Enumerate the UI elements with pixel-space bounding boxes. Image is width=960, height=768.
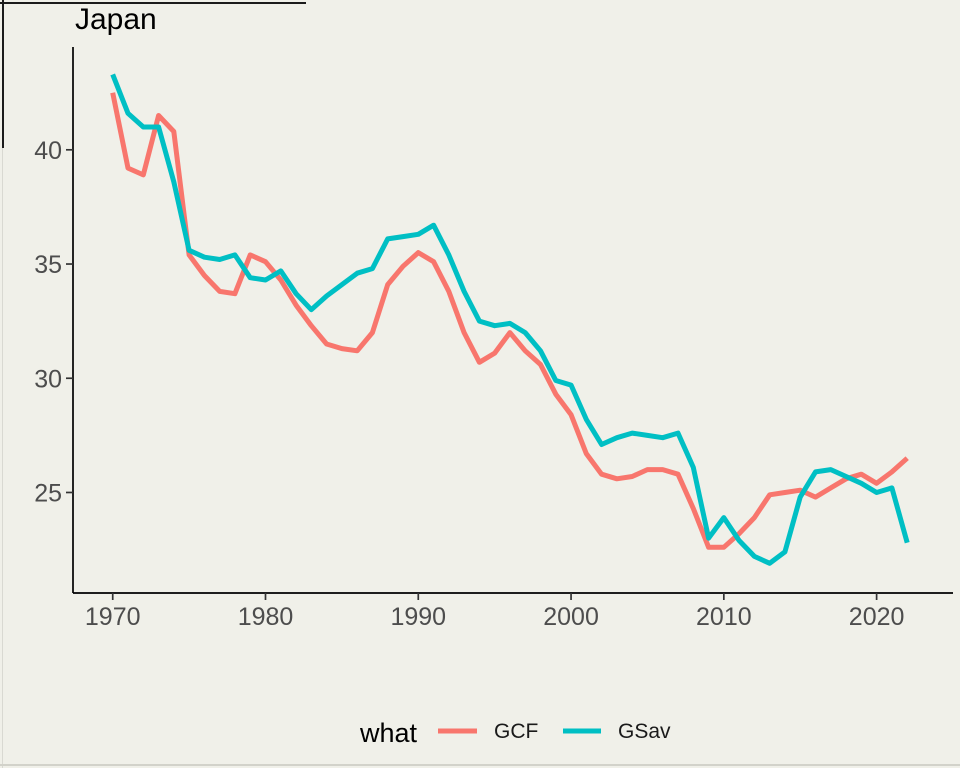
data-series: [110, 73, 910, 566]
legend-title: what: [359, 718, 418, 748]
legend-label-gsav: GSav: [618, 720, 671, 743]
y-tick-label: 35: [34, 251, 62, 279]
x-tick-label: 2000: [543, 603, 599, 631]
legend: what GCF GSav: [359, 718, 671, 748]
series-line-gcf: [110, 92, 909, 550]
y-tick-label: 25: [34, 479, 62, 507]
chart-title: Japan: [75, 3, 157, 36]
axes: 25 30 35 40 1970 1980 1990 2000 2010 2020: [34, 47, 953, 631]
x-tick-label: 2010: [696, 603, 752, 631]
series-line-gsav: [110, 73, 910, 566]
y-tick-label: 30: [34, 365, 62, 393]
legend-label-gcf: GCF: [494, 720, 538, 743]
x-tick-label: 1980: [238, 603, 294, 631]
x-tick-label: 1990: [390, 603, 446, 631]
x-tick-label: 1970: [85, 603, 141, 631]
y-tick-label: 40: [34, 137, 62, 165]
x-tick-label: 2020: [849, 603, 905, 631]
